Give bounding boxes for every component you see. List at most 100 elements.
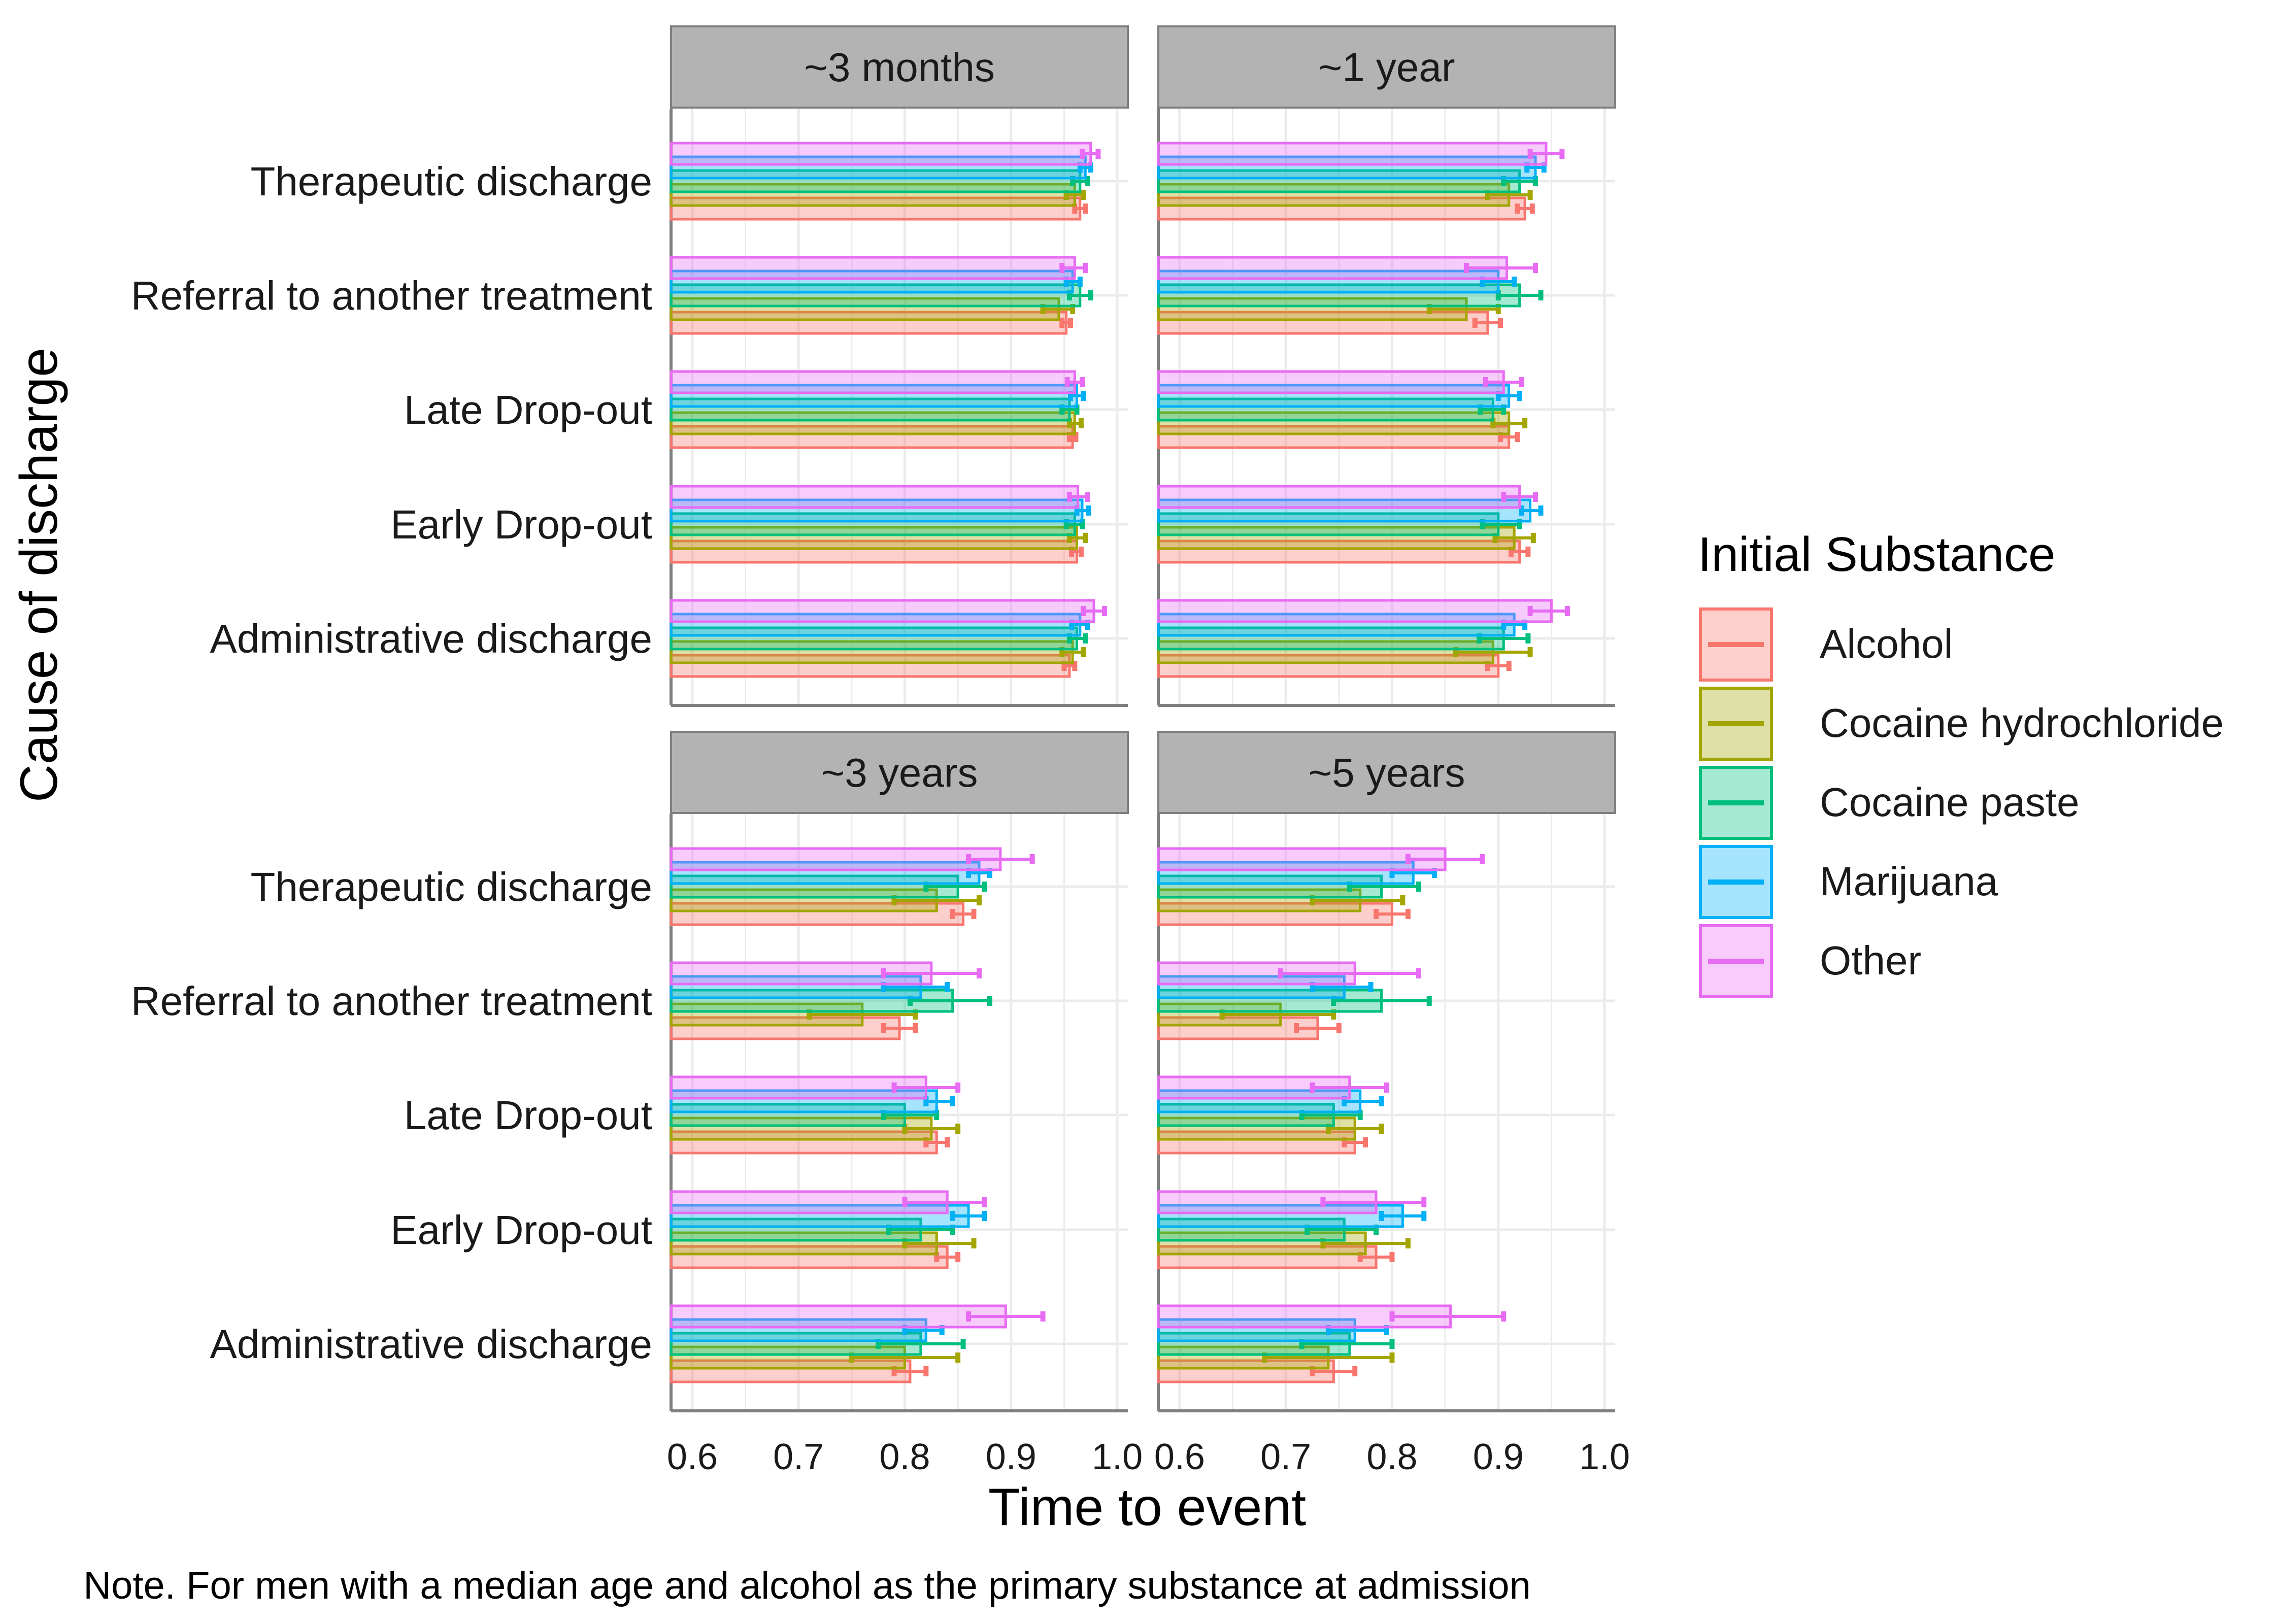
legend-label: Other [1820,938,1921,983]
legend: Initial Substance Alcohol Cocaine hydroch… [1698,527,2224,998]
category-label: Late Drop-out [404,1093,652,1138]
legend-label: Cocaine paste [1820,780,2079,825]
facet-strip [670,731,1129,814]
bar [670,1304,1007,1329]
bar [670,989,954,1013]
bar [1157,1245,1378,1269]
x-axis-title: Time to event [988,1478,1306,1537]
category-label: Referral to another treatment [131,978,652,1024]
bar [670,498,1084,523]
bar [1157,847,1447,871]
category-label: Late Drop-out [404,387,652,432]
category-label: Therapeutic discharge [250,159,652,204]
bar [670,1318,927,1342]
legend-item: Cocaine hydrochloride [1699,687,2224,761]
bar [1157,1318,1356,1342]
legend-item: Alcohol [1699,607,1953,682]
legend-label: Alcohol [1820,621,1953,666]
facet-strip [670,25,1129,109]
category-label: Therapeutic discharge [250,864,652,909]
bar [670,640,1074,664]
legend-label: Marijuana [1820,859,1998,904]
x-tick-label: 0.7 [1260,1437,1311,1477]
x-tick-label: 0.9 [986,1437,1036,1477]
bar [1157,183,1511,207]
facet-title: ~3 months [804,45,995,90]
figure-note: Note. For men with a median age and alco… [83,1564,1530,1607]
bar [670,1116,933,1141]
facet-strip [1157,731,1616,814]
bar [670,297,1060,321]
legend-item: Cocaine paste [1699,766,2079,840]
bar [1157,599,1553,623]
facet-title: ~3 years [821,750,978,795]
x-tick-label: 0.6 [667,1437,718,1477]
bar [1157,1075,1351,1100]
bar [670,1089,938,1113]
facet-title: ~1 year [1318,45,1455,90]
x-tick-label: 0.9 [1473,1437,1524,1477]
bar [1157,1204,1404,1228]
y-axis-title: Cause of discharge [10,348,69,802]
x-tick-label: 1.0 [1579,1437,1630,1477]
bar [670,526,1079,550]
bar [1157,397,1494,422]
bar [1157,142,1548,166]
category-label: Early Drop-out [390,1207,652,1253]
bar [670,512,1076,536]
facet-panel: ~1 year [1157,25,1616,707]
x-tick-label: 0.8 [1366,1437,1417,1477]
bar [1157,370,1505,394]
bar [670,1217,922,1242]
bar [1157,874,1383,899]
bar [670,183,1076,207]
bar [670,411,1076,435]
bar [1157,526,1516,550]
bar [1157,283,1521,308]
bar [1157,1116,1356,1141]
bar [1157,485,1521,509]
bar [1157,269,1500,294]
bar [670,283,1082,308]
x-tick-labels: 0.6 0.7 0.8 0.9 1.0 0.6 0.7 0.8 0.9 1.0 [667,1437,1630,1477]
x-tick-label: 1.0 [1092,1437,1143,1477]
bar [1157,169,1521,193]
legend-item: Marijuana [1699,845,1998,919]
bar [670,142,1092,166]
bar [670,874,959,899]
category-label: Early Drop-out [390,502,652,547]
category-label: Administrative discharge [210,1322,652,1367]
bar [670,902,965,926]
facet-panel: ~3 years [670,731,1129,1412]
bar [670,1359,912,1383]
bar [670,196,1082,221]
x-tick-label: 0.6 [1154,1437,1205,1477]
facet-title: ~5 years [1308,750,1465,795]
category-label: Referral to another treatment [131,273,652,318]
bar [1157,256,1509,280]
legend-title: Initial Substance [1698,527,2055,582]
facet-strip [1157,25,1616,109]
bar [1157,196,1526,221]
x-tick-label: 0.8 [879,1437,930,1477]
bar [670,370,1076,394]
facet-panel: ~5 years [1157,731,1616,1412]
bar [670,975,922,999]
category-labels: Therapeutic discharge Referral to another… [131,159,652,1367]
x-tick-label: 0.7 [773,1437,824,1477]
bar [1157,311,1489,335]
bar [1157,626,1505,651]
bar [670,256,1076,280]
bar [1157,1130,1356,1155]
bar [670,485,1080,509]
bar [670,599,1095,623]
category-label: Administrative discharge [210,616,652,661]
bar [670,1231,938,1256]
bar [670,1075,927,1100]
bar [670,1245,949,1269]
legend-item: Other [1699,924,1921,998]
facet-panel: ~3 months [670,25,1129,707]
legend-label: Cocaine hydrochloride [1820,700,2224,746]
